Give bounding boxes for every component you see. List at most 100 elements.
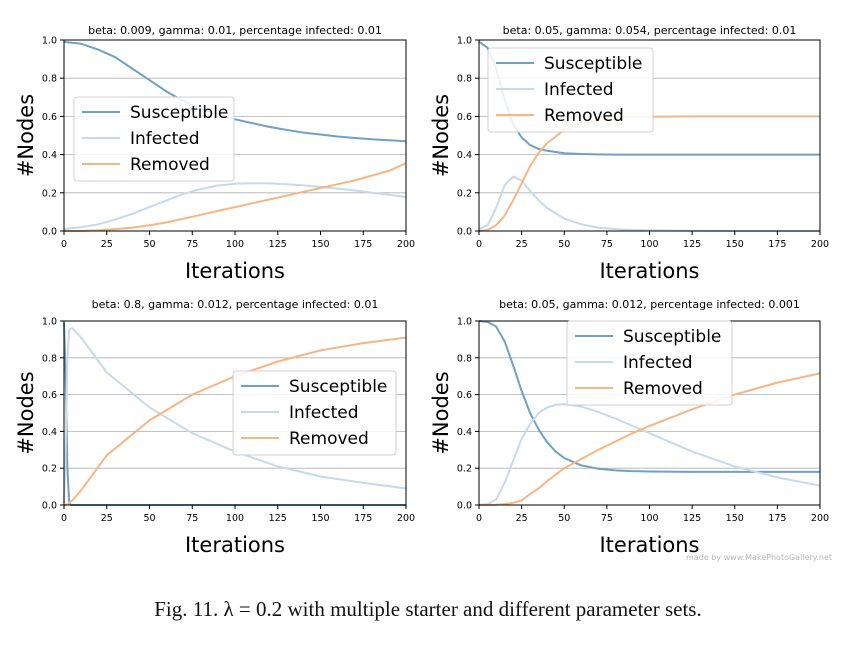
x-tick-label: 50 bbox=[143, 239, 155, 250]
chart-panel-3: 0.0 0.2 0.4 0.6 0.8 1.0 0 25 50 75 100 125 150 175 200… bbox=[14, 298, 415, 557]
x-tick-label: 75 bbox=[601, 513, 613, 524]
y-axis-label: #Nodes bbox=[14, 94, 38, 177]
x-tick-label: 25 bbox=[516, 239, 528, 250]
legend-label-susceptible: Susceptible bbox=[544, 54, 642, 74]
x-tick-label: 50 bbox=[558, 239, 570, 250]
x-tick-label: 150 bbox=[726, 513, 744, 524]
legend-label-susceptible: Susceptible bbox=[289, 377, 387, 397]
y-tick-label: 0.6 bbox=[42, 390, 57, 401]
y-tick-label: 0.8 bbox=[457, 353, 472, 364]
y-tick-label: 0.4 bbox=[42, 150, 57, 161]
chart-panel-2: 0.0 0.2 0.4 0.6 0.8 1.0 0 25 50 75 100 125 150 175 200… bbox=[429, 24, 829, 283]
legend: Susceptible Infected Removed bbox=[232, 370, 397, 456]
chart-panel-1: 0.0 0.2 0.4 0.6 0.8 1.0 0 25 50 75 100 125 150 175 200… bbox=[14, 24, 415, 283]
x-tick-label: 125 bbox=[683, 239, 701, 250]
x-axis-label: Iterations bbox=[185, 259, 285, 283]
figure-caption: Fig. 11. λ = 0.2 with multiple starter a… bbox=[154, 597, 702, 621]
x-tick-label: 0 bbox=[61, 239, 67, 250]
y-tick-label: 0.0 bbox=[457, 501, 472, 512]
legend-box bbox=[487, 47, 654, 133]
series-line-removed bbox=[478, 115, 820, 232]
x-tick-label: 175 bbox=[354, 239, 372, 250]
y-axis-label: #Nodes bbox=[14, 371, 38, 454]
x-tick-label: 25 bbox=[516, 513, 528, 524]
y-tick-label: 0.8 bbox=[457, 74, 472, 85]
x-tick-label: 175 bbox=[354, 513, 372, 524]
x-tick-label: 200 bbox=[397, 239, 415, 250]
legend-label-infected: Infected bbox=[130, 129, 200, 149]
y-tick-label: 0.4 bbox=[457, 150, 472, 161]
legend-label-removed: Removed bbox=[289, 429, 369, 449]
y-tick-label: 0.2 bbox=[42, 464, 57, 475]
x-tick-label: 125 bbox=[269, 239, 287, 250]
series-line-susceptible bbox=[63, 40, 407, 143]
x-tick-label: 125 bbox=[683, 513, 701, 524]
x-tick-label: 25 bbox=[101, 513, 113, 524]
y-tick-label: 0.6 bbox=[42, 112, 57, 123]
series-line-susceptible bbox=[478, 320, 820, 473]
x-tick-label: 50 bbox=[143, 513, 155, 524]
x-axis-label: Iterations bbox=[599, 259, 699, 283]
y-tick-label: 0.2 bbox=[457, 188, 472, 199]
y-tick-label: 0.6 bbox=[457, 112, 472, 123]
series-line-removed bbox=[479, 372, 821, 506]
y-tick-label: 1.0 bbox=[457, 317, 472, 328]
series-line-infected bbox=[478, 403, 821, 506]
x-tick-label: 100 bbox=[226, 239, 244, 250]
y-tick-label: 1.0 bbox=[457, 36, 472, 47]
y-tick-label: 0.4 bbox=[42, 427, 57, 438]
x-tick-label: 200 bbox=[811, 239, 829, 250]
y-tick-label: 0.2 bbox=[42, 188, 57, 199]
y-tick-label: 0.8 bbox=[42, 74, 57, 85]
x-tick-label: 0 bbox=[476, 513, 482, 524]
x-tick-label: 125 bbox=[269, 513, 287, 524]
chart-title: beta: 0.05, gamma: 0.012, percentage inf… bbox=[499, 298, 800, 311]
x-tick-label: 175 bbox=[768, 239, 786, 250]
legend-box bbox=[232, 370, 397, 456]
y-tick-label: 1.0 bbox=[42, 36, 57, 47]
legend-label-removed: Removed bbox=[544, 106, 624, 126]
y-tick-label: 0.8 bbox=[42, 353, 57, 364]
chart-title: beta: 0.8, gamma: 0.012, percentage infe… bbox=[92, 298, 379, 311]
y-tick-label: 0.0 bbox=[457, 227, 472, 238]
y-tick-label: 0.0 bbox=[42, 501, 57, 512]
x-tick-label: 200 bbox=[397, 513, 415, 524]
x-tick-label: 150 bbox=[726, 239, 744, 250]
y-axis-label: #Nodes bbox=[429, 371, 453, 454]
legend-label-susceptible: Susceptible bbox=[130, 103, 228, 123]
legend-label-infected: Infected bbox=[623, 353, 693, 373]
series-line-removed bbox=[64, 162, 407, 232]
legend-label-removed: Removed bbox=[130, 155, 210, 175]
series-line-infected bbox=[478, 175, 820, 232]
x-tick-label: 150 bbox=[311, 239, 329, 250]
y-tick-label: 0.0 bbox=[42, 227, 57, 238]
legend-label-infected: Infected bbox=[289, 403, 359, 423]
y-tick-label: 0.6 bbox=[457, 390, 472, 401]
x-tick-label: 0 bbox=[476, 239, 482, 250]
y-tick-label: 0.2 bbox=[457, 464, 472, 475]
legend: Susceptible Infected Removed bbox=[487, 47, 654, 133]
x-axis-label: Iterations bbox=[599, 533, 699, 557]
x-tick-label: 0 bbox=[61, 513, 67, 524]
x-tick-label: 100 bbox=[640, 513, 658, 524]
x-axis-label: Iterations bbox=[185, 533, 285, 557]
x-tick-label: 50 bbox=[558, 513, 570, 524]
x-tick-label: 100 bbox=[226, 513, 244, 524]
legend-label-removed: Removed bbox=[623, 379, 703, 399]
legend-label-infected: Infected bbox=[544, 80, 614, 100]
y-axis-label: #Nodes bbox=[429, 94, 453, 177]
legend-box bbox=[566, 320, 733, 406]
legend-label-susceptible: Susceptible bbox=[623, 327, 721, 347]
y-tick-label: 0.4 bbox=[457, 427, 472, 438]
x-tick-label: 25 bbox=[101, 239, 113, 250]
legend: Susceptible Infected Removed bbox=[73, 96, 235, 182]
chart-panel-4: 0.0 0.2 0.4 0.6 0.8 1.0 0 25 50 75 100 125 150 175 200… bbox=[429, 298, 829, 557]
y-tick-label: 1.0 bbox=[42, 317, 57, 328]
chart-title: beta: 0.009, gamma: 0.01, percentage inf… bbox=[88, 24, 382, 37]
series-line-infected bbox=[63, 327, 407, 504]
x-tick-label: 100 bbox=[640, 239, 658, 250]
series-line-removed bbox=[64, 336, 407, 506]
chart-title: beta: 0.05, gamma: 0.054, percentage inf… bbox=[503, 24, 797, 37]
x-tick-label: 75 bbox=[186, 239, 198, 250]
